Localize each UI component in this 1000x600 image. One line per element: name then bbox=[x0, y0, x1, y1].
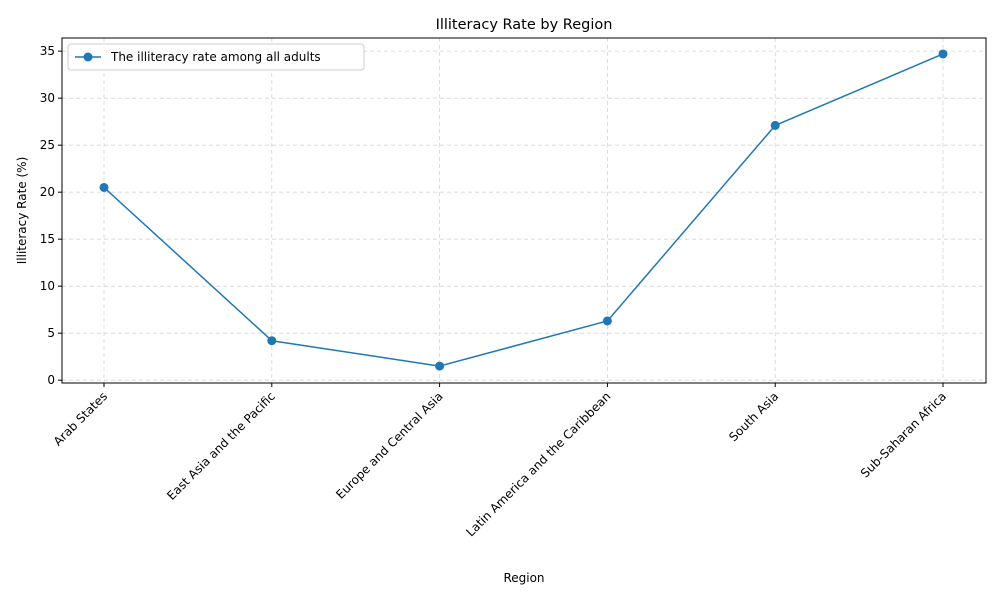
plot-frame bbox=[61, 37, 987, 384]
grid bbox=[62, 38, 986, 383]
data-point bbox=[435, 361, 445, 371]
x-tick-label: Europe and Central Asia bbox=[333, 389, 445, 501]
y-tick-label: 25 bbox=[40, 138, 55, 152]
y-axis: 0 5 10 15 20 25 30 35 bbox=[40, 44, 62, 387]
y-tick-label: 15 bbox=[40, 232, 55, 246]
legend: The illiteracy rate among all adults bbox=[67, 43, 365, 71]
y-tick-label: 10 bbox=[40, 279, 55, 293]
legend-box bbox=[67, 43, 365, 71]
x-tick-label: Latin America and the Caribbean bbox=[463, 389, 613, 539]
data-point bbox=[267, 336, 277, 346]
x-axis-label: Region bbox=[503, 571, 544, 585]
x-tick-label: South Asia bbox=[726, 389, 781, 444]
data-point bbox=[938, 49, 948, 59]
y-tick-label: 20 bbox=[40, 185, 55, 199]
x-axis: Arab States East Asia and the Pacific Euro… bbox=[51, 383, 949, 539]
y-tick-label: 35 bbox=[40, 44, 55, 58]
y-tick-label: 30 bbox=[40, 91, 55, 105]
series-layer bbox=[99, 49, 948, 371]
data-point bbox=[770, 120, 780, 130]
data-point bbox=[602, 316, 612, 326]
legend-marker-swatch bbox=[83, 52, 93, 62]
x-tick-label: East Asia and the Pacific bbox=[164, 389, 278, 503]
x-tick-label: Arab States bbox=[51, 389, 110, 448]
y-tick-label: 5 bbox=[47, 326, 55, 340]
y-tick-label: 0 bbox=[47, 373, 55, 387]
legend-entry-label: The illiteracy rate among all adults bbox=[110, 50, 321, 64]
data-point bbox=[99, 182, 109, 192]
chart-title: Illiteracy Rate by Region bbox=[436, 17, 613, 33]
y-axis-label: Illiteracy Rate (%) bbox=[15, 157, 29, 265]
series-line bbox=[103, 53, 944, 367]
x-tick-label: Sub-Saharan Africa bbox=[858, 389, 949, 480]
